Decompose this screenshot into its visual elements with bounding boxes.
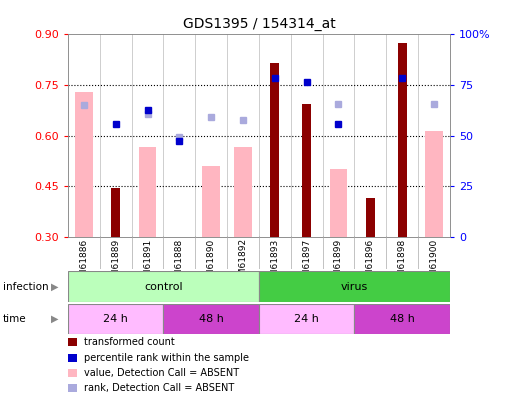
Bar xyxy=(75,92,93,237)
Bar xyxy=(163,304,259,334)
Text: time: time xyxy=(3,314,26,324)
Bar xyxy=(355,304,450,334)
Text: ▶: ▶ xyxy=(51,282,59,292)
Text: virus: virus xyxy=(340,281,368,292)
Bar xyxy=(202,166,220,237)
Bar xyxy=(68,271,259,302)
Text: value, Detection Call = ABSENT: value, Detection Call = ABSENT xyxy=(84,368,239,378)
Bar xyxy=(397,43,406,237)
Bar xyxy=(425,130,442,237)
Text: 24 h: 24 h xyxy=(294,314,319,324)
Bar xyxy=(111,188,120,237)
Text: 24 h: 24 h xyxy=(103,314,128,324)
Text: ▶: ▶ xyxy=(51,314,59,324)
Bar xyxy=(139,147,156,237)
Text: 48 h: 48 h xyxy=(390,314,415,324)
Title: GDS1395 / 154314_at: GDS1395 / 154314_at xyxy=(183,17,335,31)
Bar xyxy=(259,304,355,334)
Text: percentile rank within the sample: percentile rank within the sample xyxy=(84,353,248,362)
Bar xyxy=(270,63,279,237)
Bar xyxy=(259,271,450,302)
Bar xyxy=(234,147,252,237)
Bar xyxy=(302,104,311,237)
Text: infection: infection xyxy=(3,282,48,292)
Bar xyxy=(68,304,163,334)
Text: rank, Detection Call = ABSENT: rank, Detection Call = ABSENT xyxy=(84,384,234,393)
Bar xyxy=(366,198,374,237)
Text: 48 h: 48 h xyxy=(199,314,224,324)
Bar xyxy=(329,169,347,237)
Text: transformed count: transformed count xyxy=(84,337,175,347)
Text: control: control xyxy=(144,281,183,292)
